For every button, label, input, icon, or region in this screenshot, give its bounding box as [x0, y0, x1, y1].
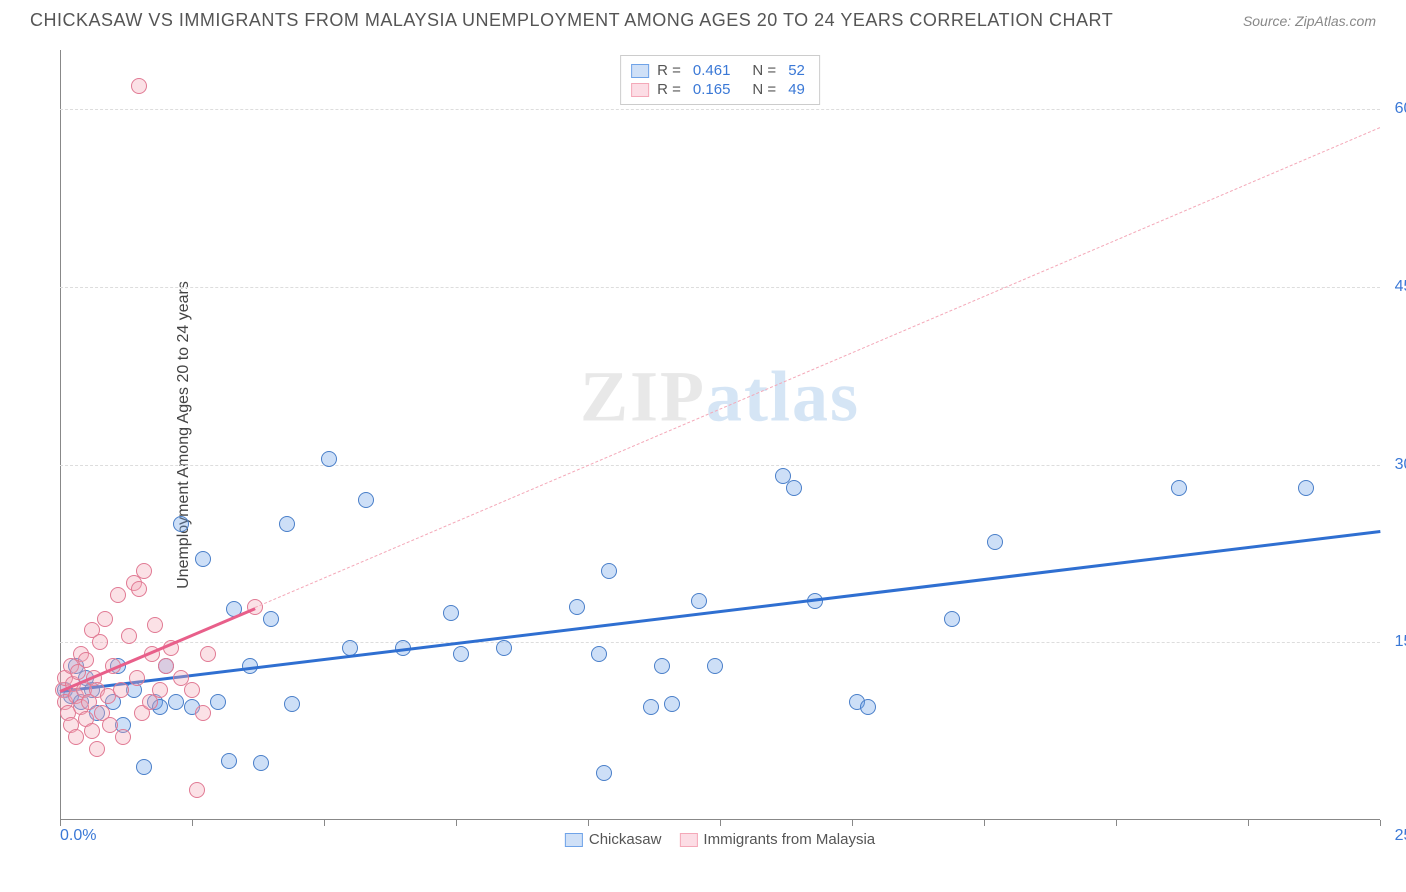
data-point [1171, 480, 1187, 496]
r-value: 0.461 [693, 62, 731, 79]
data-point [453, 646, 469, 662]
data-point [158, 658, 174, 674]
x-tick-mark [1116, 820, 1117, 826]
series-legend: Chickasaw Immigrants from Malaysia [565, 831, 875, 848]
x-tick-min: 0.0% [60, 827, 96, 845]
x-tick-mark [1248, 820, 1249, 826]
data-point [860, 699, 876, 715]
data-point [944, 611, 960, 627]
data-point [68, 729, 84, 745]
data-point [115, 729, 131, 745]
data-point [147, 617, 163, 633]
legend-label: Chickasaw [589, 831, 662, 848]
data-point [97, 611, 113, 627]
data-point [691, 593, 707, 609]
data-point [195, 551, 211, 567]
stats-legend: R = 0.461 N = 52 R = 0.165 N = 49 [620, 55, 820, 105]
trend-line [255, 127, 1380, 608]
stats-row: R = 0.461 N = 52 [631, 62, 809, 79]
x-tick-mark [1380, 820, 1381, 826]
x-tick-mark [60, 820, 61, 826]
data-point [643, 699, 659, 715]
data-point [78, 652, 94, 668]
data-point [358, 492, 374, 508]
data-point [102, 717, 118, 733]
legend-swatch [565, 833, 583, 847]
chart-title: CHICKASAW VS IMMIGRANTS FROM MALAYSIA UN… [30, 10, 1113, 31]
data-point [131, 581, 147, 597]
r-label: R = [657, 62, 681, 79]
data-point [263, 611, 279, 627]
legend-item: Chickasaw [565, 831, 662, 848]
gridline [60, 109, 1380, 110]
x-tick-mark [192, 820, 193, 826]
data-point [253, 755, 269, 771]
data-point [664, 696, 680, 712]
data-point [221, 753, 237, 769]
data-point [279, 516, 295, 532]
n-value: 49 [788, 81, 805, 98]
y-tick-label: 15.0% [1395, 633, 1406, 651]
y-tick-label: 45.0% [1395, 278, 1406, 296]
n-label: N = [752, 81, 776, 98]
data-point [786, 480, 802, 496]
data-point [184, 682, 200, 698]
legend-item: Immigrants from Malaysia [679, 831, 875, 848]
x-tick-mark [852, 820, 853, 826]
data-point [443, 605, 459, 621]
data-point [591, 646, 607, 662]
y-tick-label: 60.0% [1395, 100, 1406, 118]
x-tick-mark [456, 820, 457, 826]
data-point [601, 563, 617, 579]
data-point [168, 694, 184, 710]
x-tick-mark [324, 820, 325, 826]
r-label: R = [657, 81, 681, 98]
data-point [110, 587, 126, 603]
data-point [987, 534, 1003, 550]
data-point [1298, 480, 1314, 496]
x-tick-mark [588, 820, 589, 826]
gridline [60, 465, 1380, 466]
source-label: Source: ZipAtlas.com [1243, 13, 1376, 29]
data-point [321, 451, 337, 467]
data-point [654, 658, 670, 674]
data-point [89, 741, 105, 757]
data-point [136, 563, 152, 579]
data-point [113, 682, 129, 698]
data-point [596, 765, 612, 781]
x-tick-max: 25.0% [1395, 827, 1406, 845]
gridline [60, 642, 1380, 643]
chart-area: Unemployment Among Ages 20 to 24 years Z… [60, 50, 1380, 820]
data-point [195, 705, 211, 721]
data-point [121, 628, 137, 644]
plot-region: 15.0%30.0%45.0%60.0% [60, 50, 1380, 820]
data-point [200, 646, 216, 662]
data-point [569, 599, 585, 615]
data-point [210, 694, 226, 710]
x-tick-mark [984, 820, 985, 826]
legend-label: Immigrants from Malaysia [703, 831, 875, 848]
data-point [84, 723, 100, 739]
data-point [707, 658, 723, 674]
data-point [189, 782, 205, 798]
data-point [284, 696, 300, 712]
n-value: 52 [788, 62, 805, 79]
data-point [131, 78, 147, 94]
legend-swatch [631, 64, 649, 78]
data-point [136, 759, 152, 775]
y-tick-label: 30.0% [1395, 456, 1406, 474]
gridline [60, 287, 1380, 288]
legend-swatch [679, 833, 697, 847]
n-label: N = [752, 62, 776, 79]
data-point [173, 516, 189, 532]
r-value: 0.165 [693, 81, 731, 98]
data-point [152, 682, 168, 698]
data-point [129, 670, 145, 686]
data-point [496, 640, 512, 656]
legend-swatch [631, 83, 649, 97]
x-tick-mark [720, 820, 721, 826]
stats-row: R = 0.165 N = 49 [631, 81, 809, 98]
data-point [92, 634, 108, 650]
